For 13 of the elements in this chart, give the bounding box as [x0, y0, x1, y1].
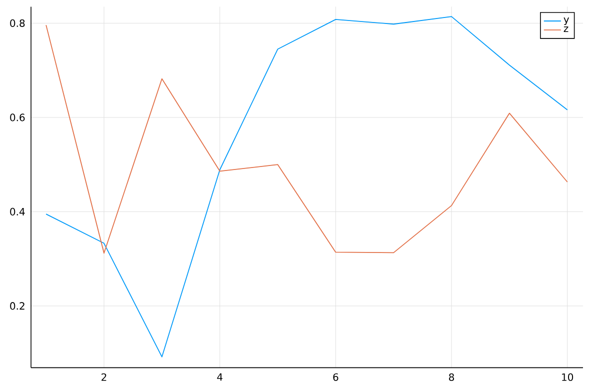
x-tick-label: 10 [562, 373, 574, 381]
y-tick-label: 0.2 [10, 302, 24, 310]
x-tick-label: 2 [102, 373, 106, 381]
x-tick-label: 4 [217, 373, 222, 381]
line-series [46, 16, 568, 358]
line-series [46, 24, 568, 254]
legend-label: y [564, 18, 570, 26]
x-tick-label: 8 [449, 373, 454, 381]
legend-label: z [564, 26, 568, 32]
y-tick-label: 0.8 [10, 19, 25, 27]
x-tick-label: 6 [333, 373, 338, 381]
y-tick-label: 0.6 [10, 114, 25, 122]
y-tick-label: 0.4 [10, 208, 25, 216]
